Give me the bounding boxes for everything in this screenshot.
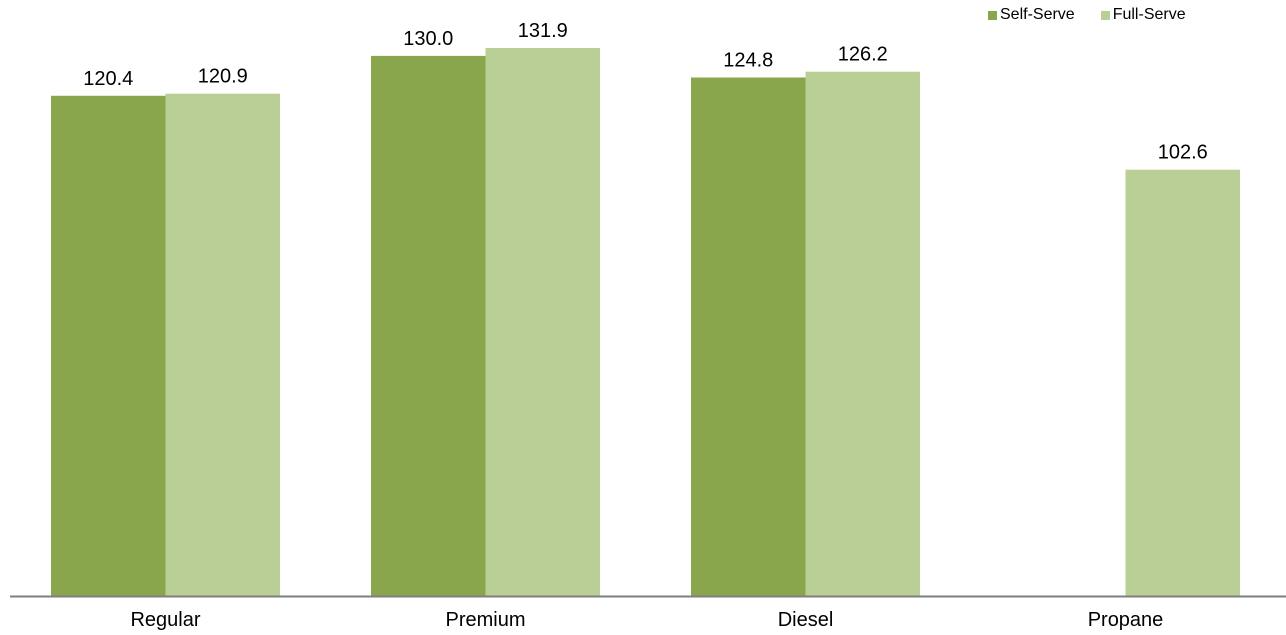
bar-regular-full-serve bbox=[165, 93, 280, 596]
x-tick-label-diesel: Diesel bbox=[778, 609, 834, 631]
bar-diesel-full-serve bbox=[805, 71, 920, 596]
bar-regular-self-serve bbox=[51, 95, 166, 596]
bar-premium-full-serve bbox=[485, 48, 600, 596]
data-label-premium-self-serve: 130.0 bbox=[403, 28, 453, 50]
legend-swatch-full-serve bbox=[1100, 10, 1110, 20]
bar-diesel-self-serve bbox=[691, 77, 806, 596]
legend-label-self-serve: Self-Serve bbox=[1000, 6, 1075, 23]
data-label-regular-full-serve: 120.9 bbox=[198, 66, 248, 88]
x-tick-label-propane: Propane bbox=[1088, 609, 1164, 631]
data-label-propane-full-serve: 102.6 bbox=[1158, 142, 1208, 164]
bar-premium-self-serve bbox=[371, 55, 486, 596]
legend-label-full-serve: Full-Serve bbox=[1112, 6, 1186, 23]
x-tick-label-regular: Regular bbox=[130, 609, 200, 631]
legend-item-self-serve: Self-Serve bbox=[988, 6, 1075, 24]
data-label-premium-full-serve: 131.9 bbox=[518, 20, 568, 42]
legend-item-full-serve: Full-Serve bbox=[1100, 6, 1186, 24]
chart-legend: Self-Serve Full-Serve bbox=[988, 6, 1212, 24]
x-tick-label-premium: Premium bbox=[445, 609, 525, 631]
data-label-diesel-self-serve: 124.8 bbox=[723, 49, 773, 71]
data-label-diesel-full-serve: 126.2 bbox=[838, 44, 888, 66]
data-label-regular-self-serve: 120.4 bbox=[83, 68, 133, 90]
bar-propane-full-serve bbox=[1125, 169, 1240, 596]
legend-swatch-self-serve bbox=[988, 10, 997, 20]
